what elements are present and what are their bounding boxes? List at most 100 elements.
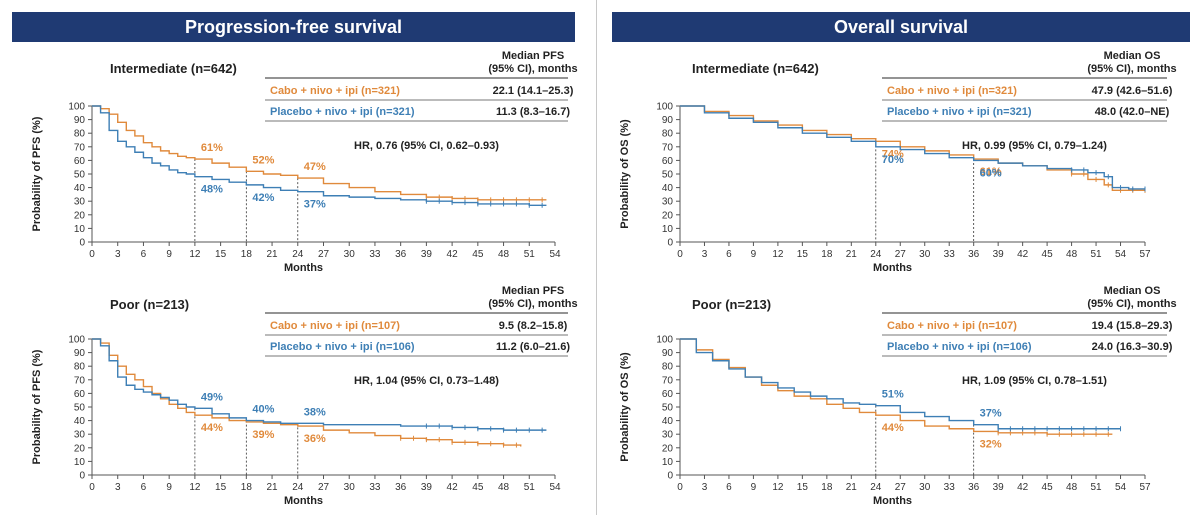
x-tick-label: 45 <box>472 249 484 260</box>
y-tick-label: 40 <box>74 416 86 427</box>
x-tick-label: 9 <box>166 249 172 260</box>
x-tick-label: 3 <box>702 482 708 493</box>
x-tick-label: 36 <box>395 482 407 493</box>
y-tick-label: 40 <box>662 183 674 194</box>
x-tick-label: 27 <box>895 249 907 260</box>
x-tick-label: 12 <box>189 249 201 260</box>
x-tick-label: 45 <box>1042 249 1054 260</box>
median-header-ci: (95% CI), months <box>1087 63 1176 75</box>
x-tick-label: 42 <box>1017 482 1029 493</box>
x-tick-label: 51 <box>1090 482 1102 493</box>
median-header-ci: (95% CI), months <box>488 63 577 75</box>
panel-divider <box>596 0 597 515</box>
y-axis-label: Probability of PFS (%) <box>31 116 43 231</box>
x-tick-label: 3 <box>115 249 121 260</box>
landmark-label: 37% <box>304 199 326 211</box>
y-tick-label: 100 <box>68 335 85 346</box>
median-value: 11.3 (8.3–16.7) <box>496 106 570 118</box>
x-tick-label: 36 <box>968 482 980 493</box>
x-tick-label: 15 <box>797 249 809 260</box>
landmark-label: 42% <box>252 192 274 204</box>
x-tick-label: 48 <box>498 249 510 260</box>
y-tick-label: 60 <box>74 389 86 400</box>
x-tick-label: 39 <box>421 249 433 260</box>
y-tick-label: 20 <box>662 443 674 454</box>
x-tick-label: 0 <box>677 482 683 493</box>
x-tick-label: 51 <box>524 482 536 493</box>
landmark-label: 32% <box>980 438 1002 450</box>
x-axis-label: Months <box>873 262 912 274</box>
y-tick-label: 50 <box>662 403 674 414</box>
y-tick-label: 30 <box>74 197 86 208</box>
x-tick-label: 18 <box>241 249 253 260</box>
x-tick-label: 39 <box>993 482 1005 493</box>
placebo-curve <box>680 105 1145 190</box>
x-tick-label: 0 <box>89 482 95 493</box>
y-tick-label: 0 <box>667 238 673 249</box>
os-intermediate-chart: Intermediate (n=642)01020304050607080901… <box>619 50 1177 274</box>
y-tick-label: 20 <box>74 210 86 221</box>
x-tick-label: 54 <box>549 249 561 260</box>
landmark-label: 44% <box>882 422 904 434</box>
x-tick-label: 36 <box>395 249 407 260</box>
median-value: 11.2 (6.0–21.6) <box>496 341 570 353</box>
y-tick-label: 80 <box>662 362 674 373</box>
x-tick-label: 33 <box>944 482 956 493</box>
x-tick-label: 6 <box>141 482 147 493</box>
x-tick-label: 15 <box>215 249 227 260</box>
x-axis-label: Months <box>284 262 323 274</box>
x-axis-label: Months <box>873 495 912 507</box>
x-axis-label: Months <box>284 495 323 507</box>
y-tick-label: 100 <box>68 102 85 113</box>
chart-title: Intermediate (n=642) <box>110 61 237 76</box>
chart-title: Poor (n=213) <box>110 297 189 312</box>
landmark-label: 37% <box>980 408 1002 420</box>
y-axis-label: Probability of OS (%) <box>619 119 631 229</box>
y-axis-label: Probability of PFS (%) <box>31 349 43 464</box>
y-tick-label: 10 <box>662 224 674 235</box>
landmark-label: 38% <box>304 406 326 418</box>
placebo-curve <box>680 338 1121 430</box>
cabo-arm-label: Cabo + nivo + ipi (n=321) <box>887 85 1017 97</box>
x-tick-label: 18 <box>241 482 253 493</box>
x-tick-label: 57 <box>1139 249 1151 260</box>
y-tick-label: 100 <box>656 102 673 113</box>
x-tick-label: 51 <box>1090 249 1102 260</box>
y-tick-label: 80 <box>74 129 86 140</box>
y-tick-label: 90 <box>74 115 86 126</box>
hazard-ratio: HR, 0.99 (95% CI, 0.79–1.24) <box>962 140 1107 152</box>
median-header: Median OS <box>1104 50 1161 62</box>
x-tick-label: 30 <box>344 482 356 493</box>
landmark-label: 60% <box>980 167 1002 179</box>
median-value: 24.0 (16.3–30.9) <box>1092 341 1173 353</box>
x-tick-label: 48 <box>1066 249 1078 260</box>
x-tick-label: 6 <box>726 249 732 260</box>
x-tick-label: 3 <box>702 249 708 260</box>
y-tick-label: 70 <box>662 142 674 153</box>
pfs-banner: Progression-free survival <box>12 12 575 42</box>
hazard-ratio: HR, 0.76 (95% CI, 0.62–0.93) <box>354 140 499 152</box>
cabo-arm-label: Cabo + nivo + ipi (n=107) <box>270 320 400 332</box>
y-tick-label: 10 <box>74 224 86 235</box>
landmark-label: 39% <box>252 429 274 441</box>
placebo-arm-label: Placebo + nivo + ipi (n=106) <box>270 341 415 353</box>
y-tick-label: 60 <box>662 389 674 400</box>
x-tick-label: 48 <box>1066 482 1078 493</box>
median-header-ci: (95% CI), months <box>1087 298 1176 310</box>
placebo-arm-label: Placebo + nivo + ipi (n=321) <box>887 106 1032 118</box>
y-tick-label: 80 <box>74 362 86 373</box>
landmark-label: 74% <box>882 148 904 160</box>
x-tick-label: 24 <box>870 249 882 260</box>
y-tick-label: 50 <box>662 170 674 181</box>
os-panel: Overall survival Intermediate (n=642) 0 10… <box>600 0 1190 515</box>
x-tick-label: 51 <box>524 249 536 260</box>
y-axis-label: Probability of OS (%) <box>619 352 631 462</box>
pfs-intermediate-chart: Intermediate (n=642)01020304050607080901… <box>31 50 578 274</box>
x-tick-label: 18 <box>821 482 833 493</box>
x-tick-label: 54 <box>1115 482 1127 493</box>
x-tick-label: 18 <box>821 249 833 260</box>
x-tick-label: 54 <box>549 482 561 493</box>
median-header: Median OS <box>1104 285 1161 297</box>
x-tick-label: 42 <box>447 249 459 260</box>
